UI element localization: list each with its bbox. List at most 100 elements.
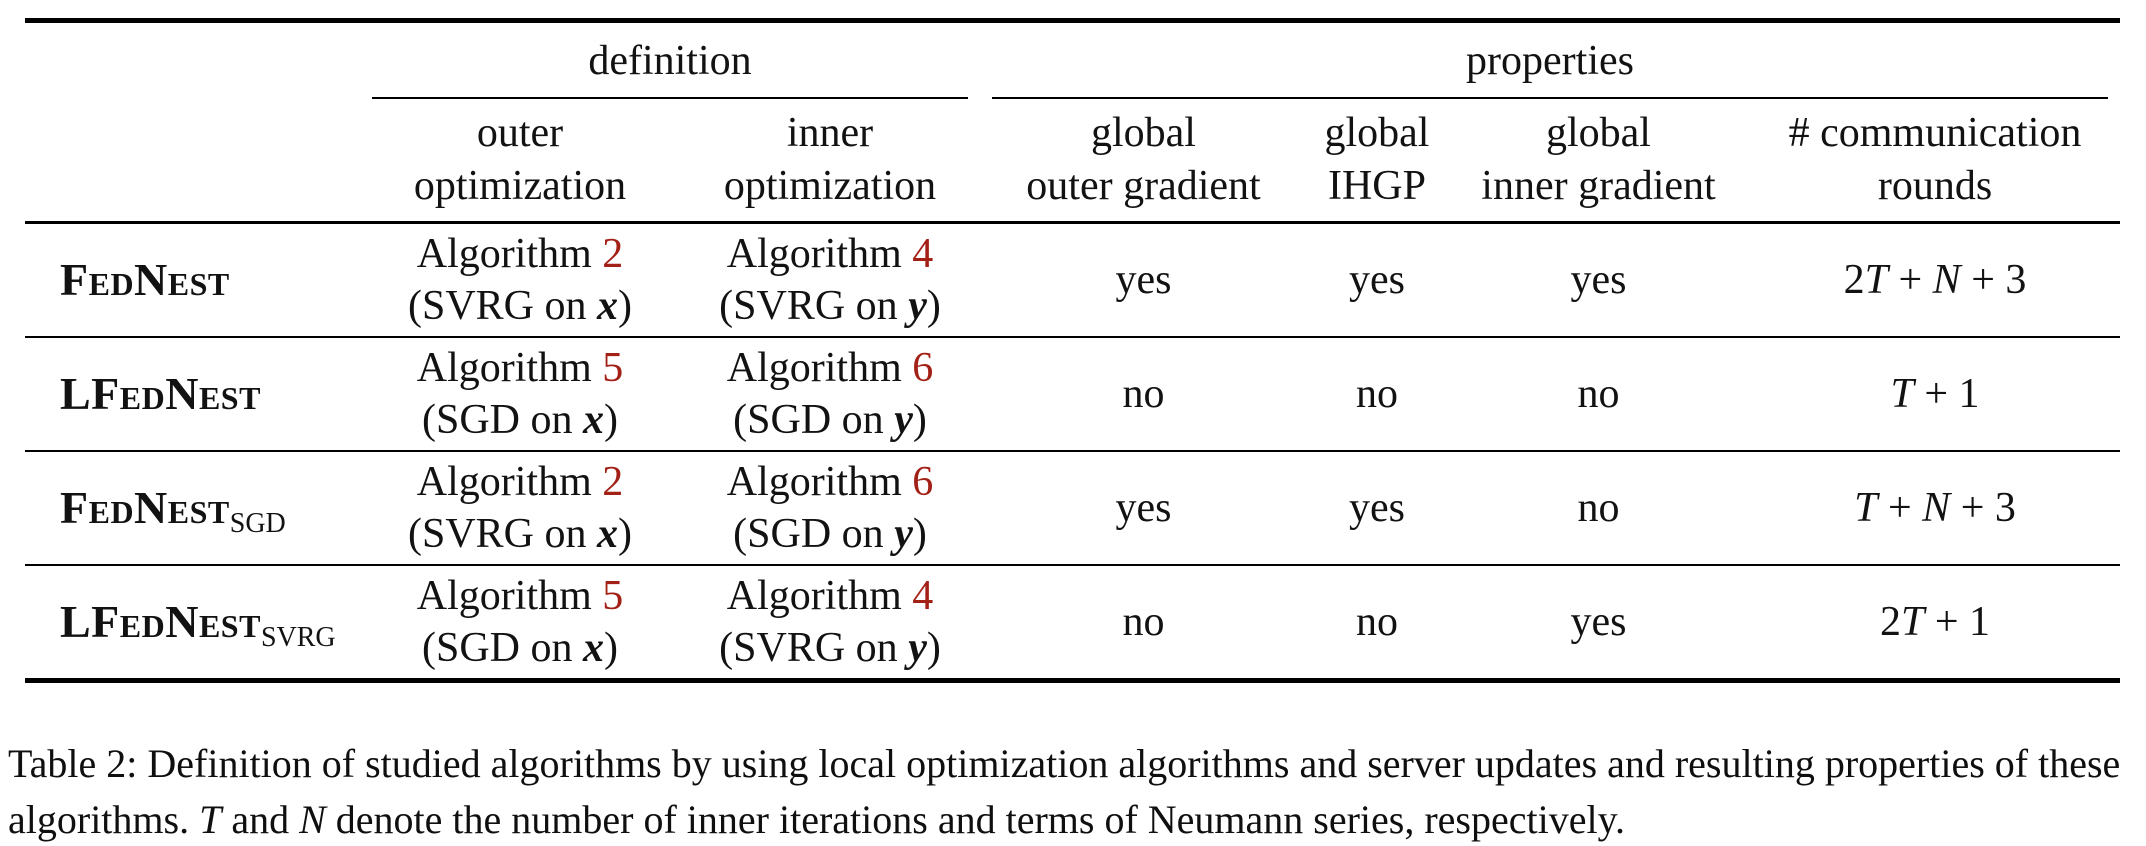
paren: ): [604, 397, 619, 443]
algorithm-ref: Algorithm: [726, 230, 913, 277]
paren: (: [719, 625, 734, 671]
paren: (: [421, 625, 436, 671]
algorithm-number-link[interactable]: 5: [602, 344, 624, 391]
algorithm-number-link[interactable]: 4: [912, 230, 934, 277]
math-var: x: [583, 625, 605, 671]
paren: (: [407, 283, 422, 329]
paren: ): [912, 397, 927, 443]
col-header-global-ihgp: global IHGP: [1307, 99, 1447, 224]
method-text: SVRG on: [421, 511, 598, 557]
table-row-lfednest: LFedNest Algorithm 5 (SGD on x) Algorith…: [25, 337, 2121, 452]
caption-math-var-T: T: [199, 797, 222, 842]
algorithm-number-link[interactable]: 4: [912, 572, 934, 619]
global-ihgp-cell: no: [1307, 337, 1447, 452]
global-ihgp-cell: no: [1356, 598, 1398, 645]
global-outer-gradient-cell: no: [980, 337, 1307, 452]
paren: ): [604, 625, 619, 671]
math-op: + 3: [1950, 484, 2016, 531]
algorithm-number-link[interactable]: 5: [602, 572, 624, 619]
corner-cell: [25, 21, 360, 100]
table-row-fednest-sgd: FedNestSGD Algorithm 2 (SVRG on x) Algor…: [25, 451, 2121, 566]
col-header-line: global: [1546, 110, 1651, 157]
algorithms-table: definition properties outer optimization…: [25, 18, 2121, 683]
algorithm-ref: Algorithm: [416, 230, 603, 277]
column-header-row: outer optimization inner optimization gl…: [25, 99, 2121, 224]
col-header-line: outer: [476, 110, 564, 157]
global-ihgp-cell: yes: [1307, 222, 1447, 338]
method-text: SGD on: [435, 397, 584, 443]
col-header-line: global: [1091, 110, 1196, 157]
math-op: +: [1887, 256, 1933, 303]
algorithm-number-link[interactable]: 6: [912, 458, 934, 505]
paren: (: [733, 511, 748, 557]
math-op: + 3: [1960, 256, 2027, 303]
math-var-T: T: [1864, 256, 1888, 303]
col-header-line: optimization: [723, 163, 937, 209]
col-header-line: rounds: [1877, 163, 1993, 209]
paren: ): [926, 625, 941, 671]
math-op: + 1: [1924, 598, 1991, 645]
col-header-line: outer gradient: [1026, 163, 1261, 209]
math-num: 2: [1879, 598, 1901, 645]
outer-optimization-cell: Algorithm 5 (SGD on x): [360, 565, 680, 681]
algorithm-ref: Algorithm: [726, 344, 913, 391]
algorithm-number-link[interactable]: 2: [602, 230, 624, 277]
algorithm-name: LFedNestSVRG: [25, 565, 360, 681]
math-var: y: [894, 511, 913, 557]
communication-rounds-cell: T + 1: [1750, 337, 2121, 452]
col-header-line: inner: [786, 110, 874, 157]
inner-optimization-cell: Algorithm 6 (SGD on y): [680, 337, 980, 452]
algorithm-ref: Algorithm: [416, 458, 603, 505]
group-header-row: definition properties: [25, 21, 2120, 100]
method-text: SVRG on: [421, 283, 598, 329]
caption-text: denote the number of inner iterations an…: [325, 797, 1625, 842]
math-var-N: N: [1922, 484, 1951, 531]
math-var-T: T: [1854, 484, 1878, 531]
math-var-N: N: [1932, 256, 1961, 303]
caption-text: and: [221, 797, 300, 842]
group-properties-label: properties: [992, 37, 2109, 99]
algorithm-name-text: LFedNest: [60, 368, 261, 420]
algorithm-name-text: FedNest: [60, 254, 230, 306]
corner-cell-2: [25, 99, 360, 224]
algorithm-name-text: LFedNest: [60, 596, 261, 648]
col-header-line: # communication: [1788, 110, 2082, 157]
algorithm-ref: Algorithm: [416, 344, 603, 391]
outer-optimization-cell: Algorithm 2 (SVRG on x): [360, 451, 680, 566]
global-outer-gradient-cell: no: [1122, 598, 1165, 645]
method-text: SGD on: [747, 511, 895, 557]
algorithm-name: FedNest: [25, 222, 360, 338]
group-properties: properties: [980, 21, 2120, 99]
math-var: x: [597, 283, 619, 329]
algorithm-ref: Algorithm: [726, 572, 913, 619]
math-num: 2: [1843, 256, 1865, 303]
global-inner-gradient-cell: yes: [1447, 222, 1750, 338]
algorithms-table-wrap: definition properties outer optimization…: [25, 18, 2121, 683]
caption-text: Table 2: Definition of studied algorithm…: [8, 741, 2121, 842]
algorithm-number-link[interactable]: 6: [912, 344, 934, 391]
outer-optimization-cell: Algorithm 5 (SGD on x): [360, 337, 680, 452]
global-outer-gradient-cell: yes: [980, 451, 1307, 566]
col-header-global-outer-gradient: global outer gradient: [980, 99, 1307, 224]
col-header-line: global: [1324, 110, 1430, 157]
group-definition-label: definition: [372, 37, 968, 99]
table-caption: Table 2: Definition of studied algorithm…: [8, 736, 2138, 846]
method-text: SVRG on: [733, 283, 909, 329]
global-inner-gradient-cell: no: [1447, 451, 1750, 566]
algorithm-name-subscript: SVRG: [260, 622, 336, 654]
global-inner-gradient-cell: yes: [1570, 598, 1627, 645]
col-header-line: optimization: [413, 163, 627, 209]
communication-rounds-cell: 2T + N + 3: [1750, 222, 2121, 338]
group-definition: definition: [360, 21, 980, 99]
inner-optimization-cell: Algorithm 6 (SGD on y): [680, 451, 980, 566]
paren: ): [618, 511, 633, 557]
math-var: x: [597, 511, 619, 557]
math-var: y: [894, 397, 913, 443]
math-var-T: T: [1900, 598, 1925, 645]
method-text: SVRG on: [733, 625, 909, 671]
algorithm-name: FedNestSGD: [25, 451, 360, 566]
math-var: y: [908, 283, 927, 329]
algorithm-number-link[interactable]: 2: [602, 458, 624, 505]
table-row-lfednest-svrg: LFedNestSVRG Algorithm 5 (SGD on x) Algo…: [25, 565, 2120, 681]
algorithm-ref: Algorithm: [726, 458, 913, 505]
